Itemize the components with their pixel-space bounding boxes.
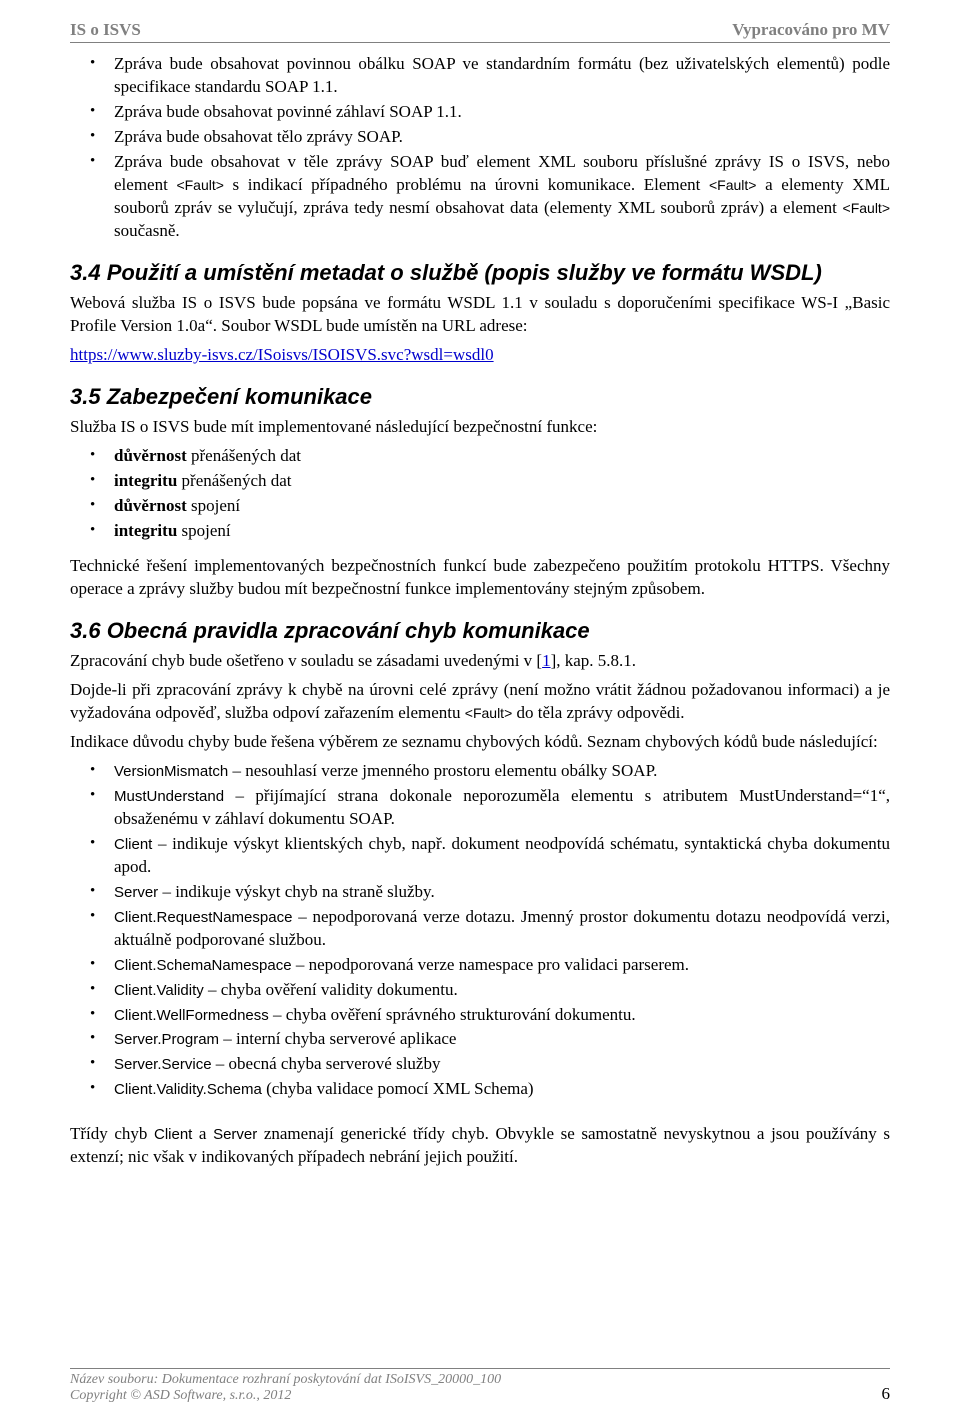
section-3-6-p1: Zpracování chyb bude ošetřeno v souladu … xyxy=(70,650,890,673)
text-frag: – nepodporovaná verze namespace pro vali… xyxy=(292,955,689,974)
list-item: Server.Program – interní chyba serverové… xyxy=(114,1028,890,1051)
header-right: Vypracováno pro MV xyxy=(732,20,890,40)
list-item: Client.RequestNamespace – nepodporovaná … xyxy=(114,906,890,952)
error-code: Client.WellFormedness xyxy=(114,1007,269,1024)
code-fault: <Fault> xyxy=(709,177,756,193)
list-item: Server – indikuje výskyt chyb na straně … xyxy=(114,881,890,904)
text-frag: přenášených dat xyxy=(187,446,301,465)
section-3-6-p2: Dojde-li při zpracování zprávy k chybě n… xyxy=(70,679,890,725)
error-code: Client.Validity.Schema xyxy=(114,1081,262,1098)
list-item: Client.Validity.Schema (chyba validace p… xyxy=(114,1078,890,1101)
bold-term: integritu xyxy=(114,521,177,540)
text-frag: Zpracování chyb bude ošetřeno v souladu … xyxy=(70,651,542,670)
list-item: Zpráva bude obsahovat povinné záhlaví SO… xyxy=(114,101,890,124)
error-code: Client.SchemaNamespace xyxy=(114,957,292,974)
code-server: Server xyxy=(213,1126,257,1143)
error-code: MustUnderstand xyxy=(114,788,224,805)
text-frag: – indikuje výskyt klientských chyb, např… xyxy=(114,834,890,876)
error-code: Server.Service xyxy=(114,1056,212,1073)
page-number: 6 xyxy=(882,1384,891,1404)
text-frag: – přijímající strana dokonale neporozumě… xyxy=(114,786,890,828)
text-frag: – indikuje výskyt chyb na straně služby. xyxy=(158,882,435,901)
error-code: VersionMismatch xyxy=(114,763,228,780)
text-frag: současně. xyxy=(114,221,180,240)
code-fault: <Fault> xyxy=(843,200,890,216)
section-3-6-p3: Indikace důvodu chyby bude řešena výběre… xyxy=(70,731,890,754)
error-code: Server xyxy=(114,884,158,901)
text-frag: – chyba ověření správného strukturování … xyxy=(269,1005,636,1024)
text-frag: Třídy chyb xyxy=(70,1124,154,1143)
text-frag: ], kap. 5.8.1. xyxy=(551,651,636,670)
list-item: Client.Validity – chyba ověření validity… xyxy=(114,979,890,1002)
text-frag: spojení xyxy=(177,521,230,540)
list-item: Server.Service – obecná chyba serverové … xyxy=(114,1053,890,1076)
section-3-4-link-line: https://www.sluzby-isvs.cz/ISoisvs/ISOIS… xyxy=(70,344,890,367)
text-frag: – nesouhlasí verze jmenného prostoru ele… xyxy=(228,761,657,780)
text-frag: a xyxy=(192,1124,213,1143)
list-item: integritu přenášených dat xyxy=(114,470,890,493)
error-code: Client.RequestNamespace xyxy=(114,909,292,926)
bold-term: integritu xyxy=(114,471,177,490)
section-3-6-p4: Třídy chyb Client a Server znamenají gen… xyxy=(70,1123,890,1169)
list-item: Zpráva bude obsahovat tělo zprávy SOAP. xyxy=(114,126,890,149)
section-3-6-title: 3.6 Obecná pravidla zpracování chyb komu… xyxy=(70,617,890,645)
list-item: integritu spojení xyxy=(114,520,890,543)
bold-term: důvěrnost xyxy=(114,496,187,515)
error-code: Client.Validity xyxy=(114,982,204,999)
text-frag: – interní chyba serverové aplikace xyxy=(219,1029,456,1048)
code-fault: <Fault> xyxy=(465,705,512,721)
list-item: důvěrnost spojení xyxy=(114,495,890,518)
text-frag: do těla zprávy odpovědi. xyxy=(512,703,684,722)
section-3-5-p2: Technické řešení implementovaných bezpeč… xyxy=(70,555,890,601)
section-3-5-intro: Služba IS o ISVS bude mít implementované… xyxy=(70,416,890,439)
text-frag: (chyba validace pomocí XML Schema) xyxy=(262,1079,534,1098)
list-item: Zpráva bude obsahovat povinnou obálku SO… xyxy=(114,53,890,99)
error-code: Server.Program xyxy=(114,1031,219,1048)
top-bullet-list: Zpráva bude obsahovat povinnou obálku SO… xyxy=(70,53,890,243)
text-frag: s indikací případného problému na úrovni… xyxy=(224,175,709,194)
security-list: důvěrnost přenášených dat integritu přen… xyxy=(70,445,890,543)
footer-filename: Název souboru: Dokumentace rozhraní posk… xyxy=(70,1372,501,1388)
text-frag: přenášených dat xyxy=(177,471,291,490)
code-client: Client xyxy=(154,1126,192,1143)
section-3-4-p1: Webová služba IS o ISVS bude popsána ve … xyxy=(70,292,890,338)
document-page: IS o ISVS Vypracováno pro MV Zpráva bude… xyxy=(0,0,960,1428)
page-header: IS o ISVS Vypracováno pro MV xyxy=(70,20,890,43)
list-item: Client.WellFormedness – chyba ověření sp… xyxy=(114,1004,890,1027)
list-item: Client – indikuje výskyt klientských chy… xyxy=(114,833,890,879)
page-footer: Název souboru: Dokumentace rozhraní posk… xyxy=(70,1368,890,1404)
code-fault: <Fault> xyxy=(176,177,223,193)
bold-term: důvěrnost xyxy=(114,446,187,465)
list-item: MustUnderstand – přijímající strana doko… xyxy=(114,785,890,831)
wsdl-link[interactable]: https://www.sluzby-isvs.cz/ISoisvs/ISOIS… xyxy=(70,345,494,364)
list-item: důvěrnost přenášených dat xyxy=(114,445,890,468)
ref-link-1[interactable]: 1 xyxy=(542,651,551,670)
text-frag: – obecná chyba serverové služby xyxy=(212,1054,441,1073)
error-code-list: VersionMismatch – nesouhlasí verze jmenn… xyxy=(70,760,890,1101)
footer-left: Název souboru: Dokumentace rozhraní posk… xyxy=(70,1372,501,1404)
text-frag: – chyba ověření validity dokumentu. xyxy=(204,980,458,999)
list-item: Client.SchemaNamespace – nepodporovaná v… xyxy=(114,954,890,977)
text-frag: spojení xyxy=(187,496,240,515)
error-code: Client xyxy=(114,836,152,853)
list-item: Zpráva bude obsahovat v těle zprávy SOAP… xyxy=(114,151,890,243)
section-3-5-title: 3.5 Zabezpečení komunikace xyxy=(70,383,890,411)
header-left: IS o ISVS xyxy=(70,20,141,40)
list-item: VersionMismatch – nesouhlasí verze jmenn… xyxy=(114,760,890,783)
footer-copyright: Copyright © ASD Software, s.r.o., 2012 xyxy=(70,1388,501,1404)
section-3-4-title: 3.4 Použití a umístění metadat o službě … xyxy=(70,259,890,287)
